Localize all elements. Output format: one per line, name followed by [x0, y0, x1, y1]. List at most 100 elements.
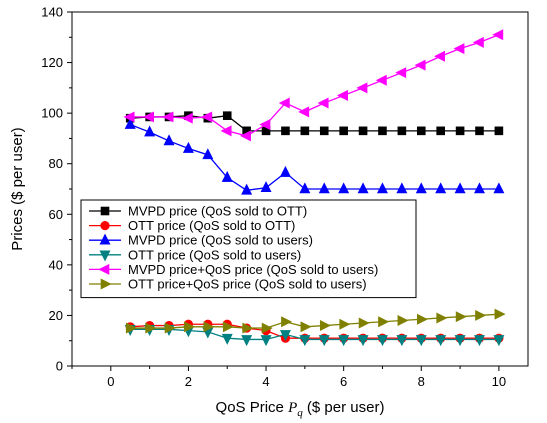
data-point [181, 112, 193, 124]
data-point [395, 67, 407, 79]
data-point [472, 36, 484, 48]
x-axis-title: QoS Price Pq ($ per user) [216, 399, 385, 419]
data-point [415, 182, 427, 194]
data-point [259, 119, 271, 131]
y-tick-label: 60 [49, 207, 63, 222]
data-point [453, 43, 465, 55]
x-tick-label: 8 [418, 374, 425, 389]
data-point [375, 74, 387, 86]
data-point [494, 308, 506, 320]
data-point [182, 141, 194, 153]
data-point [396, 335, 408, 347]
data-point [436, 126, 445, 136]
data-point [318, 182, 330, 194]
data-point [281, 316, 293, 328]
data-point [376, 182, 388, 194]
data-point [142, 111, 154, 123]
data-point [221, 333, 233, 345]
data-point [475, 309, 487, 321]
legend-swatch-marker [100, 206, 110, 216]
data-point [278, 97, 290, 109]
data-point [454, 335, 466, 347]
data-point [455, 126, 465, 136]
legend-label: MVPD price+QoS price (QoS sold to users) [128, 262, 378, 277]
data-point [299, 335, 311, 347]
series-1 [125, 111, 504, 136]
data-point [145, 322, 157, 334]
data-point [397, 126, 407, 136]
data-point [434, 50, 445, 62]
data-point [300, 126, 310, 136]
data-point [279, 330, 291, 342]
data-point [241, 183, 253, 195]
legend-label: MVPD price (QoS sold to users) [128, 233, 313, 248]
data-point [125, 322, 137, 334]
data-point [281, 126, 290, 136]
data-point [220, 125, 232, 137]
x-tick-label: 4 [262, 374, 269, 389]
data-point [260, 335, 272, 347]
data-point [435, 182, 447, 194]
x-tick-label: 0 [107, 374, 114, 389]
legend-item: OTT price (QoS sold to OTT) [89, 218, 295, 233]
data-point [376, 335, 388, 347]
data-point [298, 106, 310, 118]
y-tick-label: 40 [49, 257, 63, 272]
data-point [163, 134, 175, 146]
y-tick-label: 80 [49, 156, 63, 171]
y-tick-label: 120 [41, 55, 63, 70]
data-point [162, 111, 174, 123]
y-tick-label: 100 [41, 106, 63, 121]
data-point [318, 335, 330, 347]
legend-label: MVPD price (QoS sold to OTT) [128, 204, 307, 219]
data-point [436, 312, 448, 324]
legend-swatch-marker [98, 263, 110, 275]
data-point [317, 97, 329, 109]
data-point [201, 111, 213, 123]
data-point [474, 182, 485, 194]
legend-swatch-marker [100, 278, 112, 290]
legend-item: OTT price (QoS sold to users) [89, 247, 301, 262]
data-point [242, 322, 254, 334]
data-point [493, 182, 505, 194]
legend-item: OTT price+QoS price (QoS sold to users) [89, 277, 367, 292]
data-point [299, 182, 311, 194]
legend-label: OTT price+QoS price (QoS sold to users) [128, 277, 367, 292]
data-point [279, 165, 291, 177]
legend: MVPD price (QoS sold to OTT)OTT price (Q… [80, 199, 417, 299]
data-point [416, 313, 428, 325]
data-point [202, 148, 214, 160]
series-3 [124, 117, 505, 195]
data-point [357, 335, 369, 347]
data-point [339, 126, 348, 136]
data-point [203, 321, 215, 333]
legend-swatch-marker [100, 221, 110, 231]
data-point [396, 182, 408, 194]
legend-item: MVPD price (QoS sold to OTT) [89, 204, 307, 219]
data-point [124, 117, 136, 129]
y-tick-label: 20 [49, 308, 63, 323]
data-point [300, 321, 312, 333]
data-point [222, 111, 232, 120]
data-point [261, 322, 273, 334]
data-point [260, 181, 272, 193]
data-point [184, 321, 196, 333]
series-4 [124, 325, 505, 347]
data-point [416, 126, 426, 136]
data-point [378, 126, 387, 136]
series-layer [123, 29, 506, 347]
legend-item: MVPD price+QoS price (QoS sold to users) [89, 262, 378, 277]
data-point [221, 170, 233, 182]
legend-box [80, 199, 417, 299]
series-6 [125, 308, 506, 334]
legend-swatch-marker [99, 250, 111, 262]
data-point [319, 126, 329, 136]
y-tick-label: 0 [56, 359, 63, 374]
data-point [336, 89, 348, 101]
series-line [130, 34, 500, 137]
data-point [474, 335, 485, 347]
data-point [239, 130, 251, 142]
data-point [319, 320, 331, 332]
x-tick-label: 10 [492, 374, 506, 389]
data-point [358, 126, 368, 136]
